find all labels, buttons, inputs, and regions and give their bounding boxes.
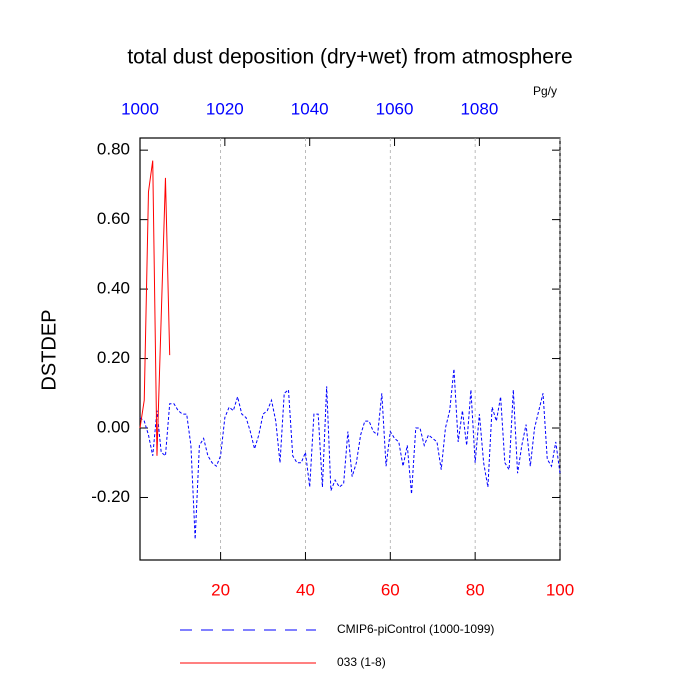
x2-tick-label: 1000 (121, 99, 159, 118)
y-tick-label: -0.20 (91, 487, 130, 506)
y-axis-label: DSTDEP (38, 309, 60, 390)
x-tick-label: 40 (296, 580, 315, 599)
x-tick-label: 60 (381, 580, 400, 599)
data-line (139, 160, 171, 456)
x-tick-label: 20 (211, 580, 230, 599)
y-tick-label: 0.60 (97, 209, 130, 228)
x-tick-label: 80 (466, 580, 485, 599)
y-tick-label: 0.40 (97, 279, 130, 298)
x2-tick-label: 1060 (376, 99, 414, 118)
x2-tick-label: 1080 (460, 99, 498, 118)
y-tick-label: 0.20 (97, 348, 130, 367)
x2-tick-label: 1040 (291, 99, 329, 118)
x-tick-label: 100 (546, 580, 574, 599)
data-line (139, 368, 561, 540)
plot-frame (139, 137, 561, 561)
chart-title: total dust deposition (dry+wet) from atm… (127, 46, 572, 69)
x2-tick-label: 1020 (206, 99, 244, 118)
y-tick-label: 0.00 (97, 418, 130, 437)
legend-label: 033 (1-8) (337, 655, 386, 669)
y-tick-label: 0.80 (97, 140, 130, 159)
legend-label: CMIP6-piControl (1000-1099) (337, 622, 494, 636)
units-label: Pg/y (533, 84, 557, 98)
